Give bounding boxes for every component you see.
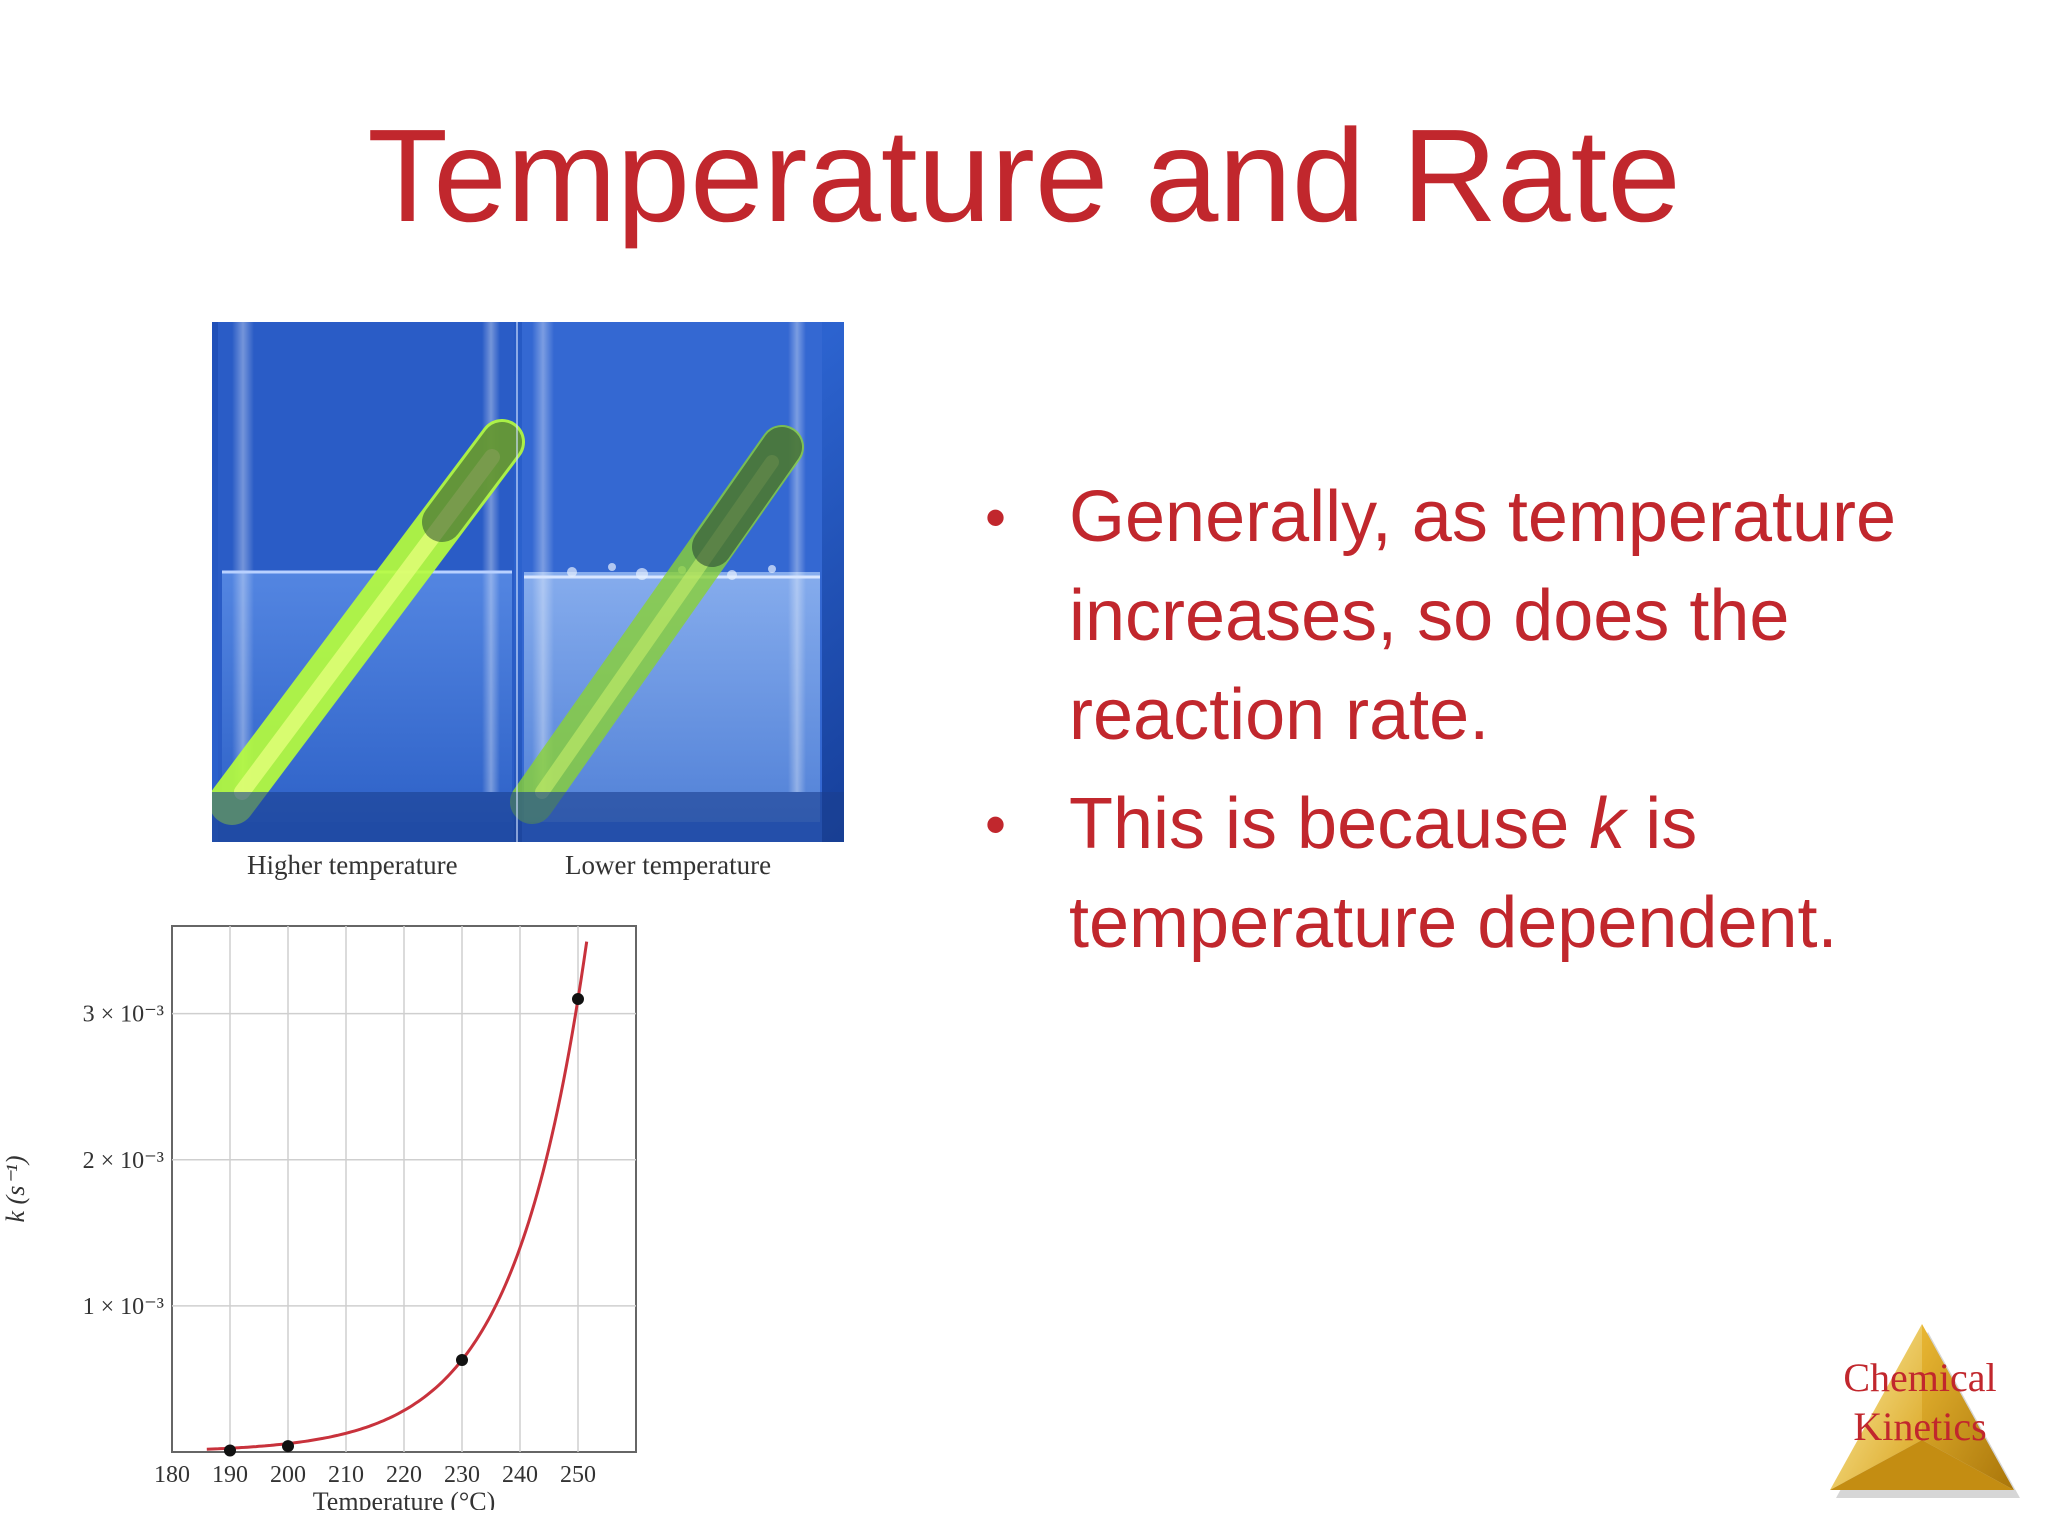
x-tick-label: 200	[270, 1462, 306, 1488]
gold-pyramid-icon	[1830, 1324, 2020, 1498]
bullet-symbol: •	[985, 484, 1007, 551]
data-point	[224, 1444, 236, 1457]
caption-higher-temperature: Higher temperature	[247, 850, 458, 880]
variable-k: k	[1589, 784, 1626, 864]
data-point	[282, 1440, 294, 1453]
y-tick-label: 2 × 10⁻³	[83, 1148, 164, 1174]
bullet-symbol: •	[985, 791, 1007, 858]
glowstick-photo	[212, 322, 844, 842]
x-tick-label: 180	[154, 1462, 190, 1488]
y-tick-label: 1 × 10⁻³	[83, 1294, 164, 1320]
rate-curve	[206, 941, 589, 1451]
y-axis-label: k (s⁻¹)	[1, 1156, 30, 1223]
logo-text-kinetics: Kinetics	[1853, 1404, 1987, 1449]
x-tick-label: 250	[560, 1462, 596, 1488]
slide-title: Temperature and Rate	[367, 102, 1681, 249]
rate-constant-chart: 180 190 200 210 220 230 240 250 1 × 10⁻³ 2 × 10⁻³…	[1, 925, 637, 1510]
caption-lower-temperature: Lower temperature	[565, 850, 772, 880]
bullet-item: • This is because k is temperature depen…	[985, 775, 2025, 973]
bullet-text-part: Generally, as temperature increases, so …	[1069, 477, 1897, 755]
data-point	[456, 1353, 468, 1366]
bullet-text-part: This is because	[1069, 784, 1590, 864]
x-tick-label: 230	[444, 1462, 480, 1488]
data-point	[572, 993, 584, 1006]
x-tick-label: 220	[386, 1462, 422, 1488]
y-tick-label: 3 × 10⁻³	[83, 1002, 164, 1028]
x-tick-label: 240	[502, 1462, 538, 1488]
logo-text-chemical: Chemical	[1843, 1355, 1997, 1400]
x-tick-label: 190	[212, 1462, 248, 1488]
bullet-text: Generally, as temperature increases, so …	[1069, 477, 1896, 755]
x-axis-label: Temperature (°C)	[313, 1487, 496, 1510]
bullet-text-part: is temperature dependent.	[1069, 784, 1838, 963]
bullet-list: • Generally, as temperature increases, s…	[985, 468, 2025, 983]
bullet-item: • Generally, as temperature increases, s…	[985, 468, 2025, 765]
bullet-text: This is because k is temperature depende…	[1069, 784, 1838, 963]
x-tick-label: 210	[328, 1462, 364, 1488]
